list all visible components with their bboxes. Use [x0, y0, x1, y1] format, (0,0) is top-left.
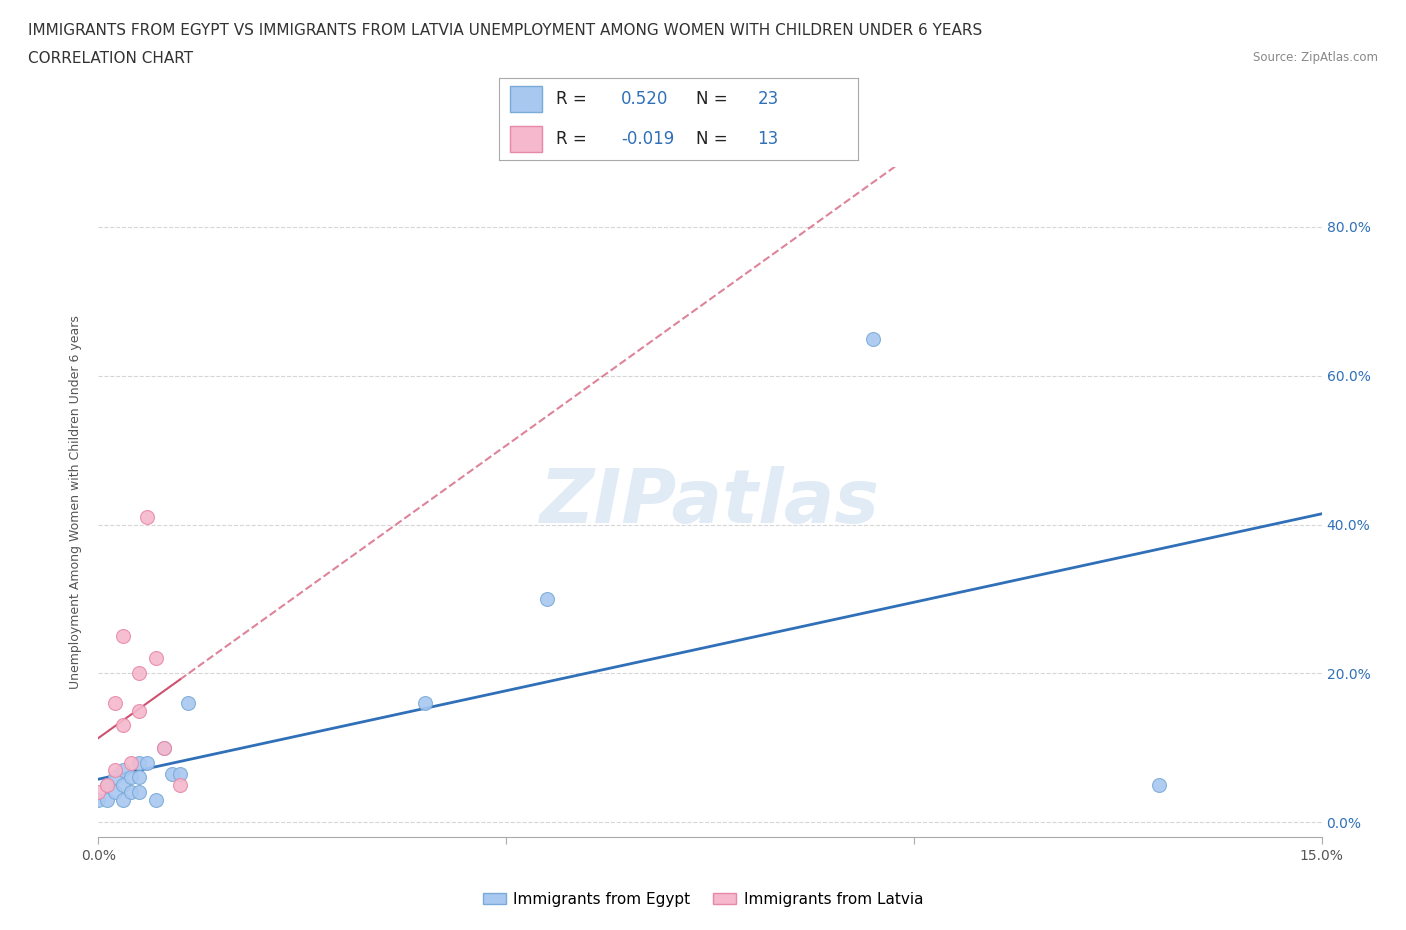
Point [120, 770, 142, 785]
Point [128, 666, 150, 681]
Point [145, 792, 167, 807]
Point [536, 591, 558, 606]
Point [87, 792, 110, 807]
Point [96, 777, 118, 792]
Text: IMMIGRANTS FROM EGYPT VS IMMIGRANTS FROM LATVIA UNEMPLOYMENT AMONG WOMEN WITH CH: IMMIGRANTS FROM EGYPT VS IMMIGRANTS FROM… [28, 23, 983, 38]
Text: N =: N = [696, 90, 733, 109]
Text: 0.520: 0.520 [621, 90, 668, 109]
Text: R =: R = [557, 90, 592, 109]
Text: R =: R = [557, 129, 592, 148]
Point [862, 331, 884, 346]
FancyBboxPatch shape [510, 126, 543, 152]
Point [104, 696, 127, 711]
Point [96, 792, 118, 807]
Point [111, 763, 134, 777]
Legend: Immigrants from Egypt, Immigrants from Latvia: Immigrants from Egypt, Immigrants from L… [477, 886, 929, 913]
Point [152, 740, 174, 755]
Point [152, 740, 174, 755]
Point [87, 785, 110, 800]
Point [120, 785, 142, 800]
Point [177, 696, 200, 711]
Point [128, 770, 150, 785]
Text: 23: 23 [758, 90, 779, 109]
Text: -0.019: -0.019 [621, 129, 675, 148]
Point [111, 792, 134, 807]
Point [136, 510, 159, 525]
Point [413, 696, 436, 711]
FancyBboxPatch shape [510, 86, 543, 113]
Point [120, 755, 142, 770]
Point [128, 755, 150, 770]
Point [104, 770, 127, 785]
Point [111, 718, 134, 733]
Text: ZIPatlas: ZIPatlas [540, 466, 880, 538]
Text: CORRELATION CHART: CORRELATION CHART [28, 51, 193, 66]
Point [136, 755, 159, 770]
Text: N =: N = [696, 129, 733, 148]
Point [169, 766, 191, 781]
Point [145, 651, 167, 666]
Point [104, 763, 127, 777]
Point [111, 629, 134, 644]
Point [160, 766, 183, 781]
Y-axis label: Unemployment Among Women with Children Under 6 years: Unemployment Among Women with Children U… [69, 315, 83, 689]
Point [111, 777, 134, 792]
Point [128, 703, 150, 718]
Point [128, 785, 150, 800]
Point [169, 777, 191, 792]
Text: Source: ZipAtlas.com: Source: ZipAtlas.com [1253, 51, 1378, 64]
Point [1147, 777, 1170, 792]
Point [104, 785, 127, 800]
Point [96, 777, 118, 792]
Text: 13: 13 [758, 129, 779, 148]
